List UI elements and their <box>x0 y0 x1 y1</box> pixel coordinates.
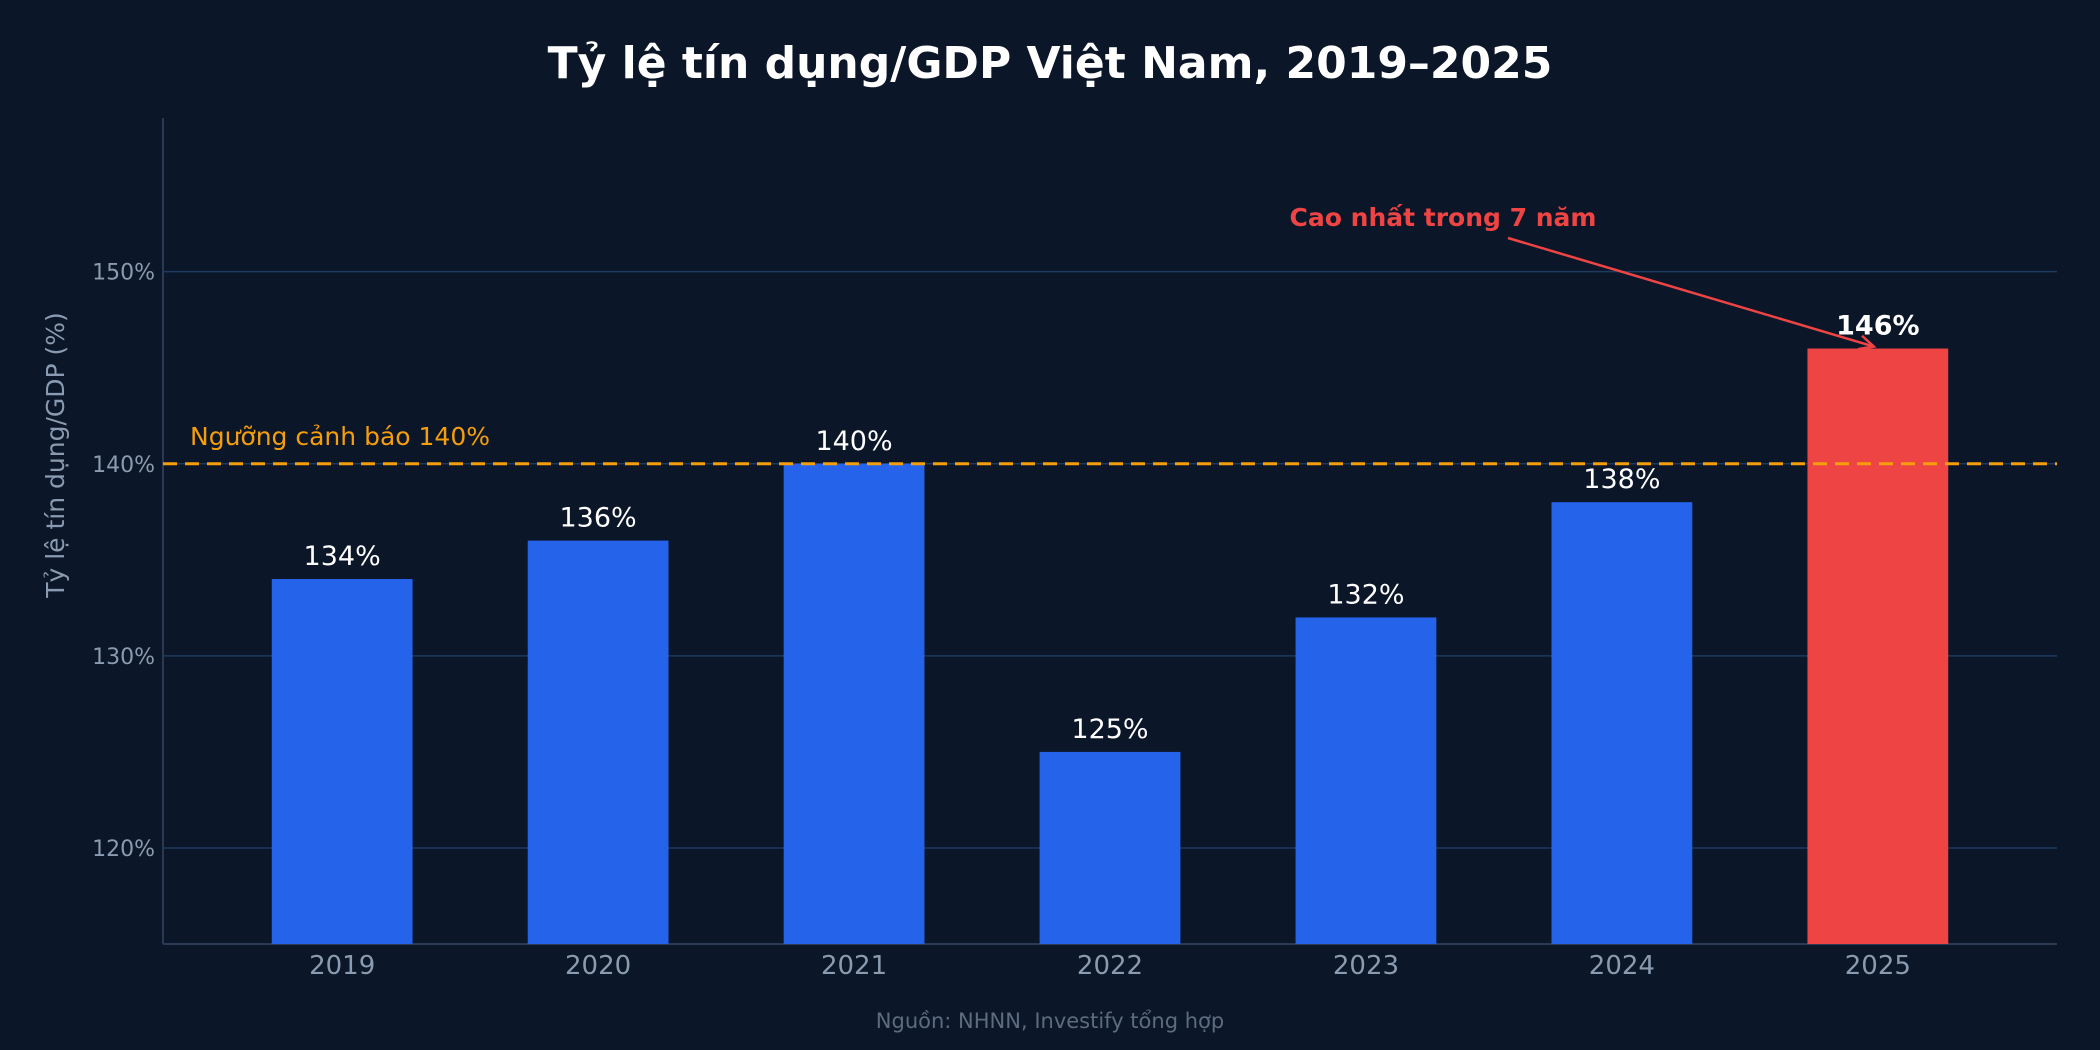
bar-2020 <box>527 540 669 944</box>
bar-2023 <box>1295 617 1437 944</box>
x-tick-label: 2024 <box>1589 951 1655 981</box>
y-axis-label: Tỷ lệ tín dụng/GDP (%) <box>41 312 70 599</box>
bar-2021 <box>783 463 925 944</box>
data-label-2019: 134% <box>304 541 381 572</box>
bar-2019 <box>271 579 413 944</box>
x-tick-label: 2022 <box>1077 951 1143 981</box>
x-tick-label: 2025 <box>1845 951 1911 981</box>
x-tick-label: 2020 <box>565 951 631 981</box>
x-tick-label: 2023 <box>1333 951 1399 981</box>
annotation-text: Cao nhất trong 7 năm <box>1290 203 1597 232</box>
chart-title: Tỷ lệ tín dụng/GDP Việt Nam, 2019–2025 <box>548 38 1553 89</box>
y-tick-label: 140% <box>92 453 155 478</box>
data-label-2023: 132% <box>1327 579 1404 610</box>
arrowhead-icon <box>1857 334 1877 351</box>
y-tick-label: 120% <box>92 837 155 862</box>
annotation-arrow <box>1507 236 1875 348</box>
source-note: Nguồn: NHNN, Investify tổng hợp <box>876 1009 1224 1033</box>
threshold-label: Ngưỡng cảnh báo 140% <box>190 422 490 451</box>
data-label-2025: 146% <box>1836 311 1919 342</box>
x-tick-label: 2019 <box>309 951 375 981</box>
y-tick-label: 130% <box>92 645 155 670</box>
bar-2024 <box>1551 502 1693 944</box>
x-tick-label: 2021 <box>821 951 887 981</box>
bar-2025 <box>1807 348 1949 945</box>
bar-2022 <box>1039 751 1181 944</box>
data-label-2022: 125% <box>1071 714 1148 745</box>
y-tick-label: 150% <box>92 261 155 286</box>
data-label-2020: 136% <box>560 503 637 534</box>
data-label-2021: 140% <box>815 426 892 457</box>
data-label-2024: 138% <box>1583 464 1660 495</box>
